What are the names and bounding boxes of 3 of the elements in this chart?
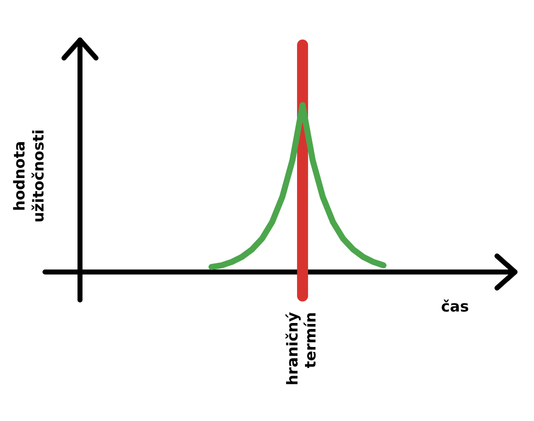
x-axis-title: čas	[441, 297, 470, 316]
text: hraničný termín	[283, 312, 320, 386]
y-axis-title: hodnota užitočnosti	[10, 129, 48, 223]
